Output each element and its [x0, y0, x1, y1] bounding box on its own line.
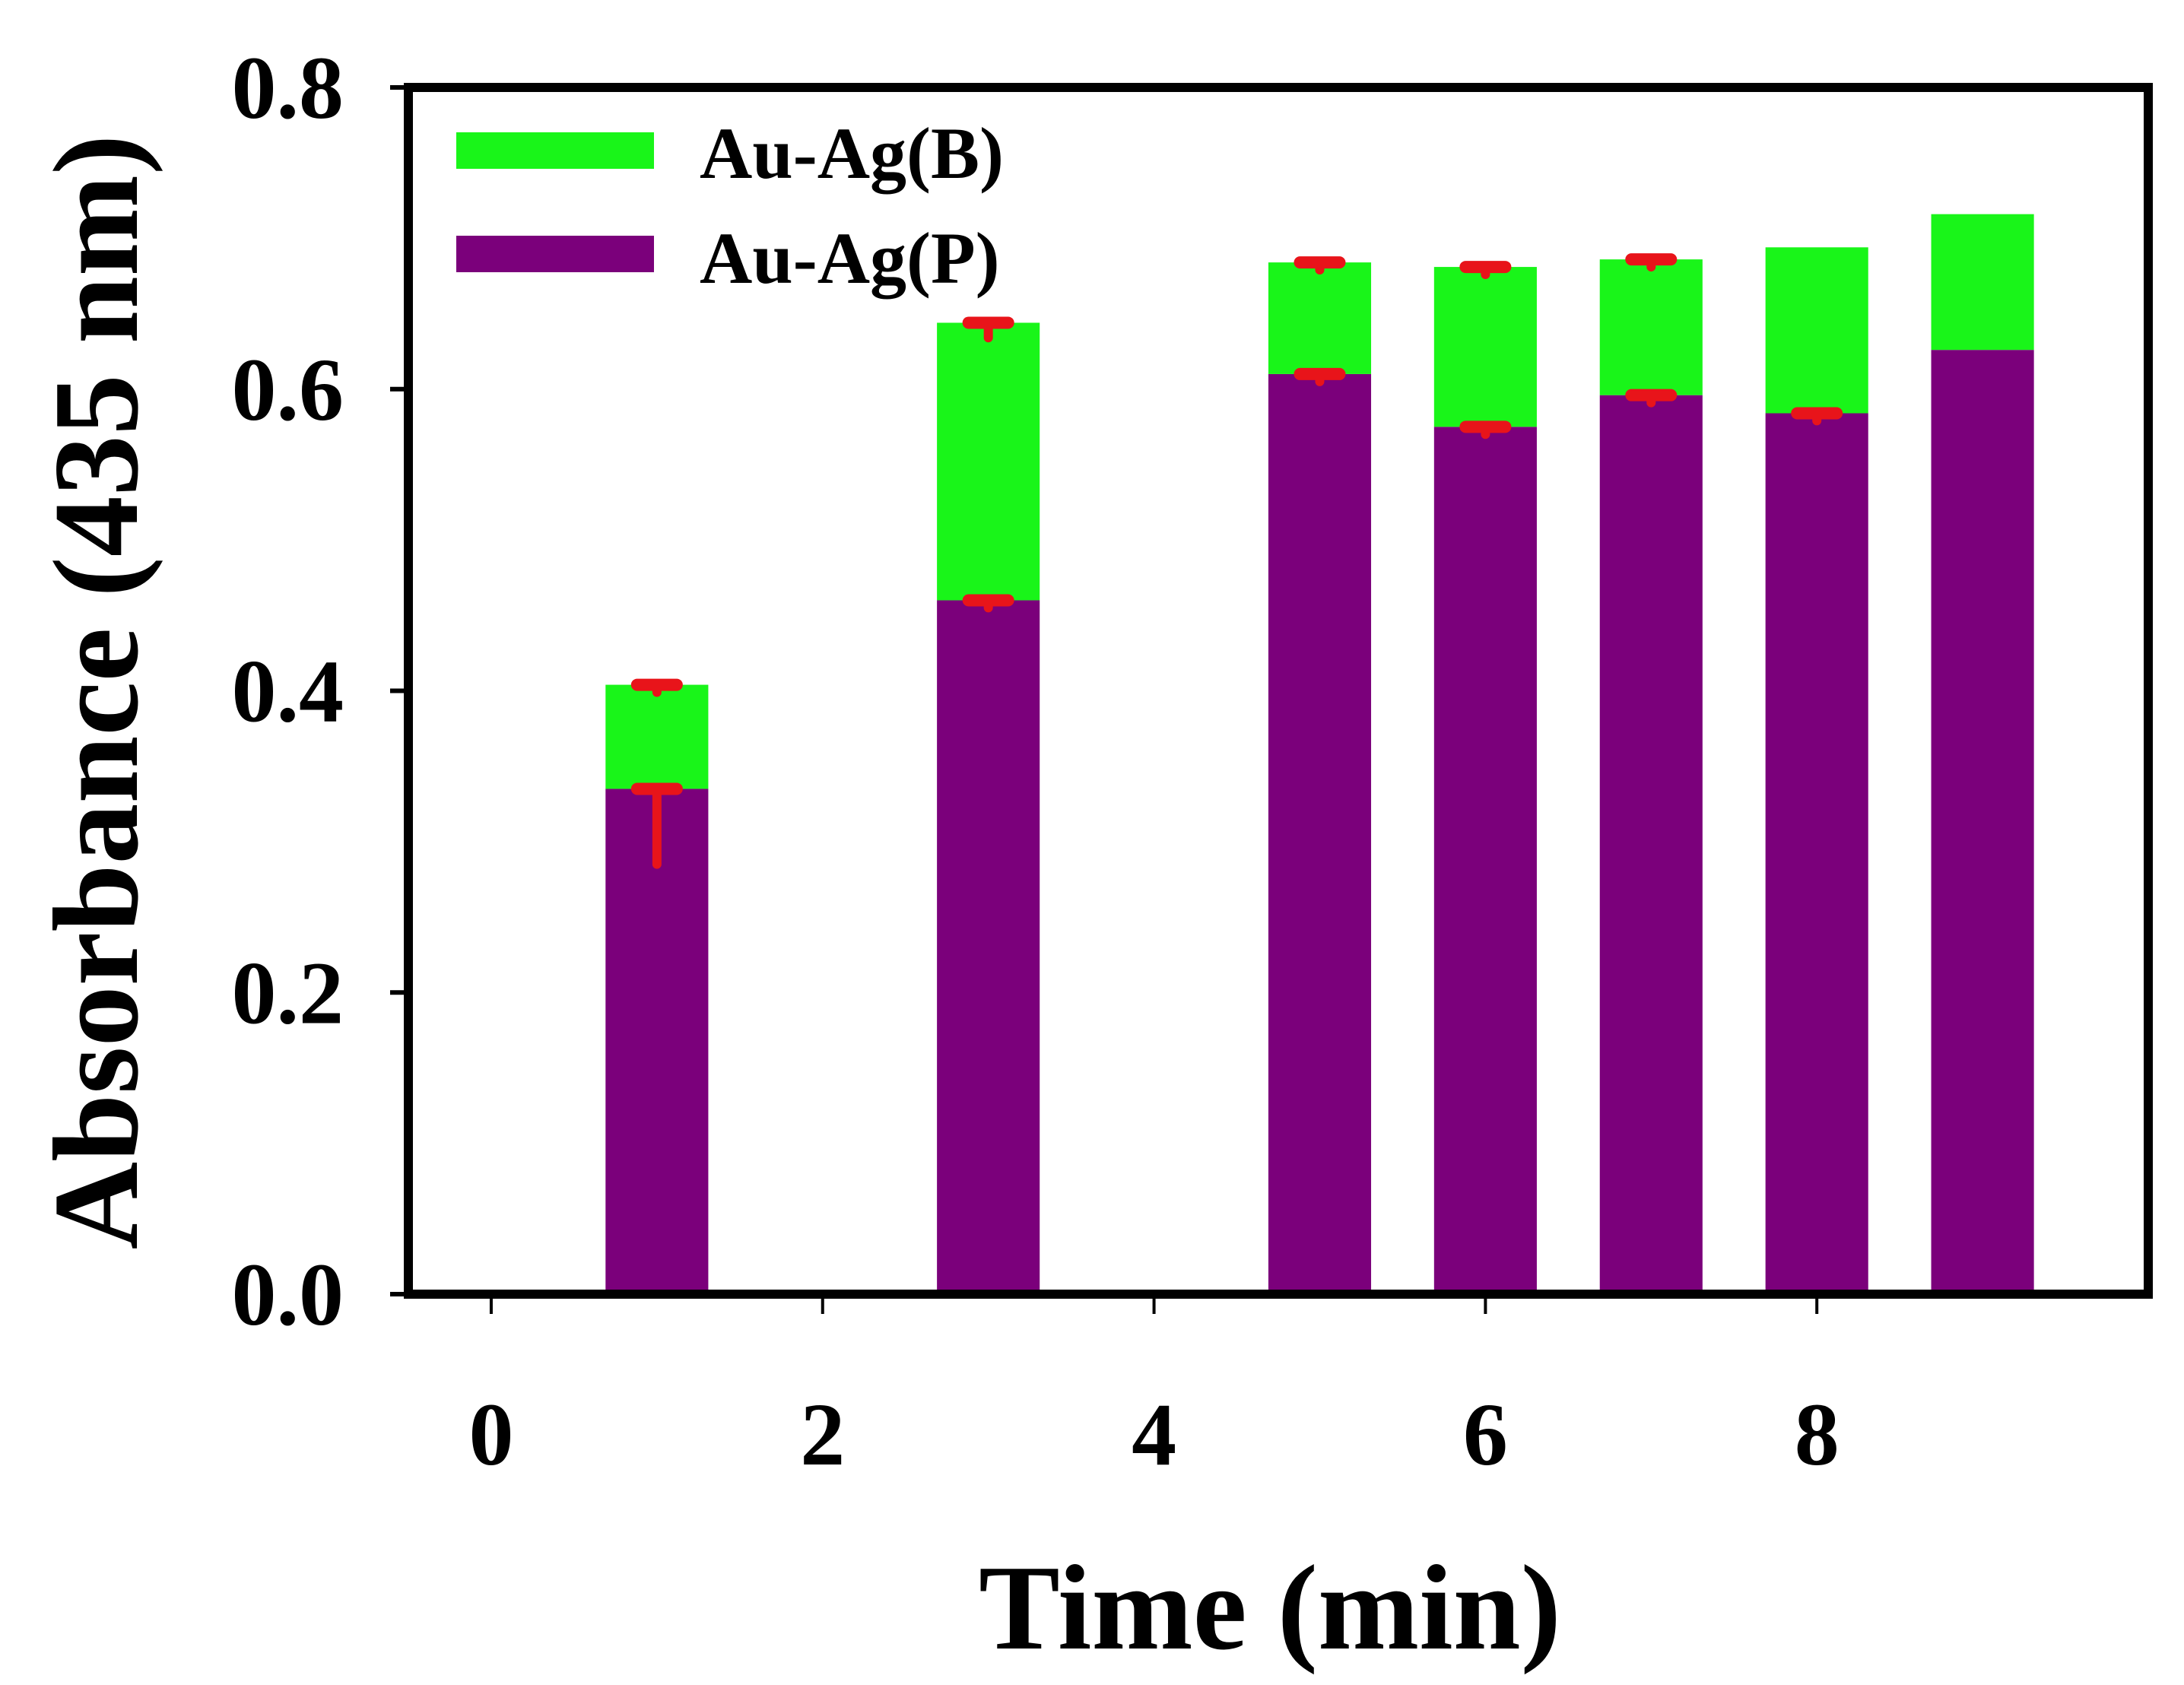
y-tick-label-0.4: 0.4: [232, 642, 344, 741]
bar-au-ag-b-t6: [1433, 267, 1537, 427]
x-tick-label-8: 8: [1795, 1385, 1840, 1484]
bar-au-ag-b-t1: [605, 684, 709, 789]
bar-au-ag-p-t3: [937, 600, 1040, 1294]
y-tick-label-0.2: 0.2: [232, 943, 344, 1042]
legend-label-au-ag-b: Au-Ag(B): [700, 113, 1004, 194]
legend-swatch-au-ag-b: [456, 132, 654, 169]
bar-au-ag-p-t6: [1433, 427, 1537, 1294]
bar-au-ag-p-t5: [1268, 373, 1372, 1295]
x-tick-label-2: 2: [800, 1385, 845, 1484]
bar-au-ag-p-t9: [1931, 350, 2034, 1294]
bar-au-ag-b-t3: [937, 322, 1040, 601]
y-axis-title: Absorbance (435 nm): [28, 135, 163, 1250]
bar-au-ag-b-t9: [1931, 214, 2034, 351]
x-axis-title: Time (min): [979, 1540, 1561, 1675]
y-tick-label-0: 0.0: [232, 1245, 344, 1344]
legend-swatch-au-ag-p: [456, 236, 654, 272]
x-axis-ticks: 0 2 4 6 8: [468, 1299, 1840, 1484]
bar-au-ag-p-t1: [605, 789, 709, 1294]
bar-au-ag-p-t8: [1765, 413, 1868, 1294]
bar-au-ag-p-t7: [1599, 395, 1703, 1294]
x-tick-label-6: 6: [1463, 1385, 1508, 1484]
bar-au-ag-b-t8: [1765, 247, 1868, 414]
y-axis-ticks: 0.0 0.2 0.4 0.6 0.8: [232, 38, 408, 1344]
legend-label-au-ag-p: Au-Ag(P): [700, 217, 1000, 299]
y-tick-label-0.8: 0.8: [232, 38, 344, 138]
error-bars: [630, 253, 1843, 869]
y-tick-label-0.6: 0.6: [232, 340, 344, 439]
bar-au-ag-b-t5: [1268, 262, 1372, 374]
bars: [605, 214, 2034, 1295]
bar-au-ag-b-t7: [1599, 259, 1703, 395]
x-tick-label-0: 0: [468, 1385, 513, 1484]
legend: Au-Ag(B) Au-Ag(P): [456, 113, 1004, 299]
x-tick-label-4: 4: [1132, 1385, 1176, 1484]
